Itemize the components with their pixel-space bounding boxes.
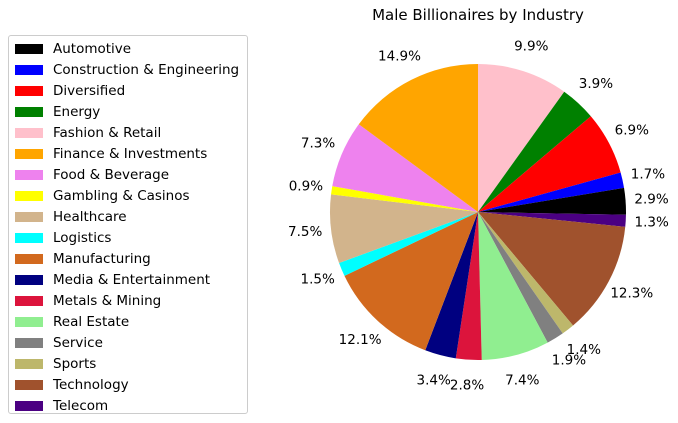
legend-label: Gambling & Casinos	[53, 187, 190, 204]
slice-pct-label: 2.8%	[450, 378, 484, 394]
legend-swatch	[15, 64, 43, 75]
legend-item: Gambling & Casinos	[9, 185, 247, 206]
legend-swatch	[15, 190, 43, 201]
legend-swatch	[15, 400, 43, 411]
legend-label: Construction & Engineering	[53, 61, 240, 78]
legend-label: Diversified	[53, 82, 126, 99]
slice-pct-label: 12.1%	[339, 332, 382, 348]
pie-slice	[339, 212, 478, 276]
legend-label: Food & Beverage	[53, 166, 170, 183]
pie-slice	[478, 116, 621, 212]
pie-slice	[478, 187, 626, 215]
legend-swatch	[15, 85, 43, 96]
legend-item: Food & Beverage	[9, 164, 247, 185]
slice-pct-label: 1.7%	[631, 167, 665, 183]
legend-swatch	[15, 106, 43, 117]
slice-pct-label: 7.3%	[301, 135, 335, 151]
legend-label: Sports	[53, 355, 97, 372]
legend-label: Finance & Investments	[53, 145, 208, 162]
legend-item: Diversified	[9, 80, 247, 101]
slice-pct-label: 12.3%	[610, 285, 653, 301]
legend-swatch	[15, 211, 43, 222]
legend-label: Logistics	[53, 229, 112, 246]
pie-slice	[332, 124, 478, 212]
legend-swatch	[15, 295, 43, 306]
slice-pct-label: 6.9%	[615, 123, 649, 139]
slice-pct-label: 1.9%	[552, 352, 586, 368]
legend-label: Automotive	[53, 40, 132, 57]
slice-pct-label: 7.4%	[505, 372, 539, 388]
legend-item: Metals & Mining	[9, 290, 247, 311]
slice-pct-label: 14.9%	[378, 49, 421, 65]
legend-label: Metals & Mining	[53, 292, 162, 309]
legend-swatch	[15, 358, 43, 369]
legend-label: Energy	[53, 103, 101, 120]
pie-slice	[478, 172, 625, 212]
legend-item: Manufacturing	[9, 248, 247, 269]
legend-item: Automotive	[9, 38, 247, 59]
pie-slice	[478, 91, 591, 212]
legend-item: Media & Entertainment	[9, 269, 247, 290]
legend-swatch	[15, 148, 43, 159]
pie-slices	[329, 63, 626, 360]
pie-slice	[344, 212, 478, 351]
legend: Automotive Construction & Engineering Dive…	[8, 35, 248, 414]
slice-pct-label: 1.4%	[567, 342, 601, 358]
legend-item: Logistics	[9, 227, 247, 248]
legend-item: Service	[9, 332, 247, 353]
legend-item: Healthcare	[9, 206, 247, 227]
legend-label: Telecom	[53, 397, 109, 414]
slice-pct-label: 0.9%	[289, 178, 323, 194]
legend-item: Real Estate	[9, 311, 247, 332]
slice-pct-label: 9.9%	[514, 38, 548, 54]
pie-slice	[478, 212, 626, 326]
pie-labels: 9.9% 3.9% 6.9% 1.7% 2.9% 1.3% 12.3% 1.4%1.9% 7.4…	[288, 38, 669, 393]
legend-swatch	[15, 379, 43, 390]
legend-item: Construction & Engineering	[9, 59, 247, 80]
pie-slice	[331, 186, 478, 212]
pie-slice	[478, 212, 574, 334]
slice-pct-label: 2.9%	[634, 191, 668, 207]
pie-slice	[478, 212, 563, 343]
pie-slice	[478, 212, 626, 227]
slice-pct-label: 3.4%	[417, 372, 451, 388]
legend-label: Technology	[53, 376, 129, 393]
legend-label: Healthcare	[53, 208, 127, 225]
legend-swatch	[15, 316, 43, 327]
legend-swatch	[15, 274, 43, 285]
legend-label: Manufacturing	[53, 250, 151, 267]
legend-item: Fashion & Retail	[9, 122, 247, 143]
pie-slice	[455, 212, 482, 360]
slice-pct-label: 3.9%	[579, 76, 613, 92]
legend-swatch	[15, 169, 43, 180]
legend-swatch	[15, 127, 43, 138]
pie-slice	[358, 63, 478, 212]
legend-swatch	[15, 43, 43, 54]
legend-label: Media & Entertainment	[53, 271, 211, 288]
legend-item: Sports	[9, 353, 247, 374]
pie-slice	[425, 212, 478, 359]
legend-item: Telecom	[9, 395, 247, 416]
legend-item: Energy	[9, 101, 247, 122]
pie-slice	[329, 194, 478, 264]
legend-label: Fashion & Retail	[53, 124, 162, 141]
slice-pct-label: 1.3%	[635, 214, 669, 230]
pie-slice	[478, 64, 565, 212]
legend-item: Technology	[9, 374, 247, 395]
legend-swatch	[15, 337, 43, 348]
slice-pct-label: 7.5%	[288, 224, 322, 240]
pie-slice	[478, 212, 548, 360]
legend-label: Service	[53, 334, 103, 351]
legend-label: Real Estate	[53, 313, 130, 330]
legend-swatch	[15, 232, 43, 243]
slice-pct-label: 1.5%	[301, 272, 335, 288]
legend-item: Finance & Investments	[9, 143, 247, 164]
legend-swatch	[15, 253, 43, 264]
chart-title: Male Billionaires by Industry	[372, 6, 584, 24]
